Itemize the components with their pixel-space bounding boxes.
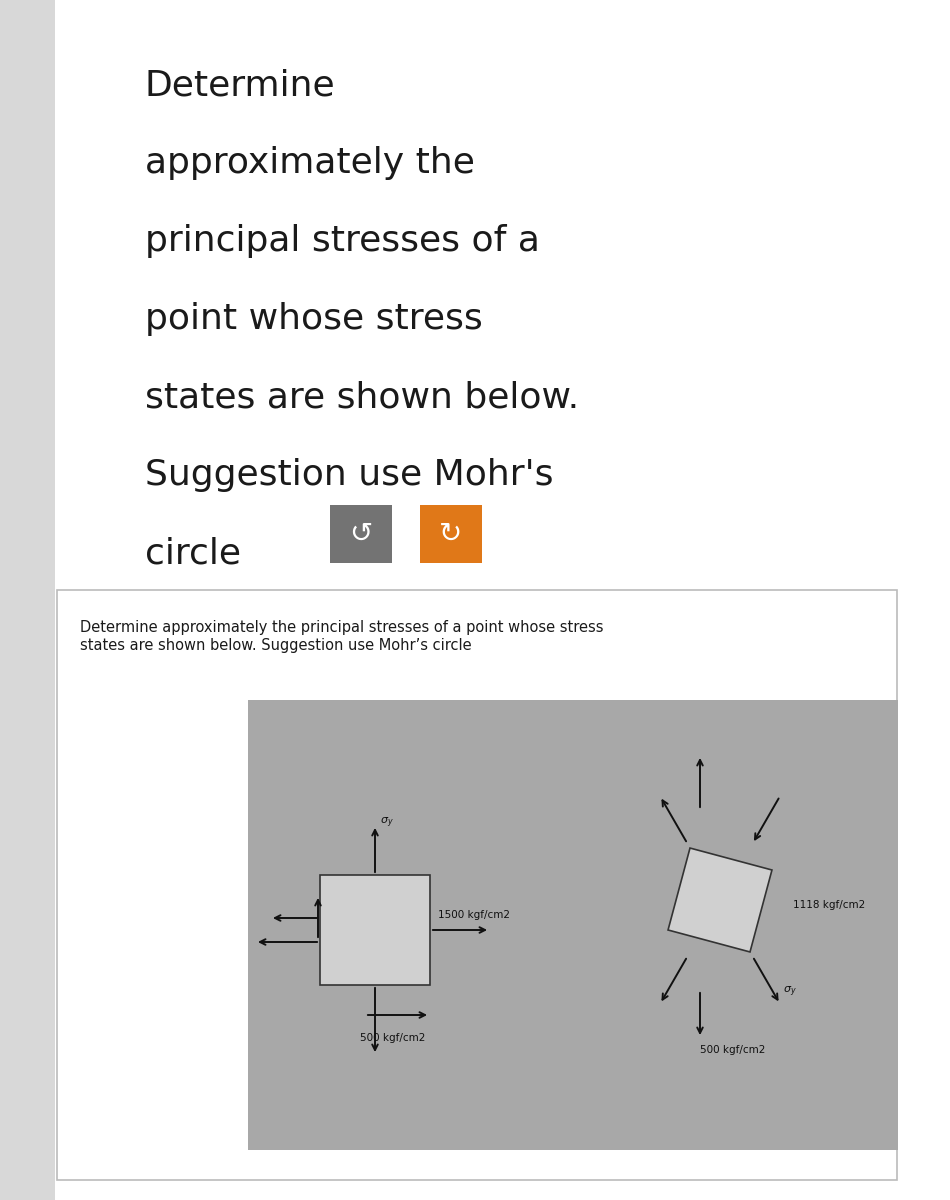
Text: $\sigma_y$: $\sigma_y$: [380, 816, 393, 830]
Text: Suggestion use Mohr's: Suggestion use Mohr's: [145, 458, 554, 492]
Text: approximately the: approximately the: [145, 146, 475, 180]
Text: Determine: Determine: [145, 68, 335, 102]
Bar: [320, 875, 430, 985]
Text: principal stresses of a: principal stresses of a: [145, 224, 540, 258]
Text: 500 kgf/cm2: 500 kgf/cm2: [360, 1033, 426, 1043]
Bar: [248, 700, 898, 1150]
Text: 1500 kgf/cm2: 1500 kgf/cm2: [438, 910, 510, 920]
Text: point whose stress: point whose stress: [145, 302, 483, 336]
Bar: [420, 505, 482, 563]
Text: 500 kgf/cm2: 500 kgf/cm2: [700, 1045, 766, 1055]
Bar: [0, 0, 55, 1200]
Text: ↻: ↻: [439, 520, 463, 548]
Text: Determine approximately the principal stresses of a point whose stress: Determine approximately the principal st…: [80, 620, 603, 635]
Text: states are shown below.: states are shown below.: [145, 380, 580, 414]
Text: $\sigma_y$: $\sigma_y$: [783, 984, 797, 998]
Polygon shape: [668, 848, 772, 952]
Text: 1118 kgf/cm2: 1118 kgf/cm2: [793, 900, 865, 910]
Bar: [330, 505, 392, 563]
Text: circle: circle: [145, 536, 241, 570]
FancyBboxPatch shape: [57, 590, 897, 1180]
Text: states are shown below. Suggestion use Mohr’s circle: states are shown below. Suggestion use M…: [80, 638, 471, 653]
Text: ↺: ↺: [350, 520, 372, 548]
